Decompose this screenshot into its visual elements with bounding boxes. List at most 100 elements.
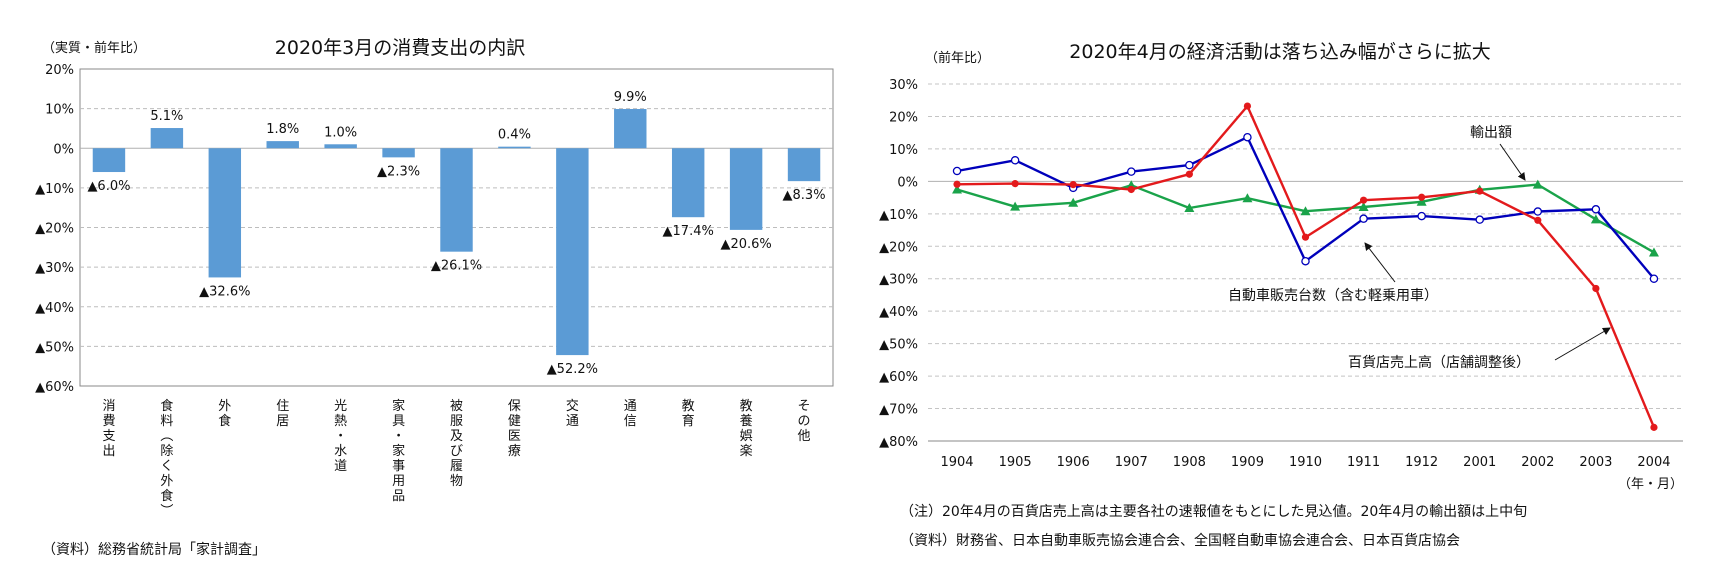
right-series-marker	[1475, 215, 1484, 224]
right-series-marker	[1127, 185, 1135, 194]
right-x-tick-label: 2003	[1579, 455, 1612, 470]
left-x-category-label: 光熱・水道	[334, 399, 347, 474]
left-bar	[382, 148, 415, 158]
right-y-tick-label: ▲40%	[879, 305, 918, 320]
left-bar	[556, 148, 589, 356]
right-y-tick-label: 0%	[897, 175, 918, 190]
left-x-category-label: 住居	[276, 399, 289, 429]
left-source-note: （資料）総務省統計局「家計調査」	[42, 541, 266, 558]
right-y-tick-label: 10%	[889, 143, 918, 158]
right-x-tick-label: 1907	[1115, 455, 1148, 470]
right-series-marker	[1359, 214, 1368, 223]
left-x-category-label: 外食	[218, 399, 231, 429]
right-series-marker	[1534, 216, 1542, 224]
right-series-marker	[1416, 196, 1427, 206]
left-y-tick-label: 10%	[45, 103, 74, 118]
right-x-tick-label: 1905	[999, 455, 1032, 470]
right-y-tick-label: ▲10%	[879, 208, 918, 223]
right-x-unit-label: （年・月）	[1618, 477, 1683, 492]
left-bar	[150, 128, 184, 149]
consumption-bar-chart: （実質・前年比） 2020年3月の消費支出の内訳 20% 10% 0% ▲10% ▲20…	[35, 37, 834, 558]
right-x-tick-label: 2004	[1637, 455, 1670, 470]
right-y-tick-label: ▲80%	[879, 435, 918, 450]
left-bar	[614, 109, 647, 149]
left-bar	[324, 144, 357, 149]
right-series-marker	[953, 180, 961, 188]
right-x-tick-label: 1904	[940, 455, 973, 470]
right-series-marker	[1650, 423, 1658, 431]
right-series-marker	[1417, 211, 1426, 221]
left-y-tick-label: ▲30%	[35, 261, 74, 276]
left-data-label: ▲8.3%	[783, 188, 826, 203]
left-y-tick-label: ▲60%	[35, 380, 74, 395]
left-y-axis: 20% 10% 0% ▲10% ▲20% ▲30% ▲40% ▲50% ▲60%	[35, 63, 74, 395]
left-bar	[671, 148, 705, 218]
right-series-marker	[952, 184, 963, 194]
left-x-category-label: 被服及び履物	[450, 399, 463, 489]
right-series-marker	[1300, 206, 1311, 216]
right-series-marker	[1185, 160, 1194, 170]
left-x-category-label: 食料︵除く外食︶	[160, 398, 173, 519]
right-series-marker	[1592, 284, 1600, 293]
left-data-label: ▲26.1%	[431, 259, 482, 274]
right-series-marker	[1010, 156, 1020, 165]
left-x-category-label: 保健医療	[508, 399, 521, 459]
right-y-tick-label: ▲50%	[879, 338, 918, 353]
left-data-label: 0.4%	[498, 128, 531, 143]
left-y-tick-label: ▲50%	[35, 340, 74, 355]
right-series-marker	[952, 166, 962, 176]
right-y-tick-label: ▲30%	[879, 273, 918, 288]
left-data-label: ▲2.3%	[377, 164, 420, 179]
right-series-marker	[1301, 233, 1310, 241]
right-x-tick-label: 1908	[1173, 455, 1206, 470]
left-unit-label: （実質・前年比）	[42, 40, 146, 56]
right-series-marker	[1301, 256, 1310, 266]
right-x-tick-label: 2001	[1463, 455, 1496, 470]
left-data-label: 1.0%	[324, 125, 357, 140]
left-x-category-label: 教育	[682, 398, 695, 429]
left-x-category-label: 交通	[566, 398, 579, 429]
right-series-marker	[1068, 197, 1079, 207]
right-series-marker	[1242, 193, 1253, 203]
left-bars	[92, 109, 821, 356]
right-y-tick-label: 20%	[889, 110, 918, 125]
right-x-tick-label: 1909	[1231, 455, 1264, 470]
right-y-tick-label: 30%	[889, 78, 918, 93]
right-x-tick-label: 1910	[1289, 455, 1322, 470]
right-x-tick-label: 1906	[1057, 455, 1090, 470]
right-x-axis: 1904 1905 1906 1907 1908 1909 1910 1911 1912 2001…	[940, 455, 1670, 470]
right-series-marker	[1243, 102, 1252, 110]
leader-line	[1364, 242, 1396, 283]
right-series-marker	[1591, 205, 1601, 214]
left-bar	[729, 148, 763, 230]
right-y-axis: 30% 20% 10% 0% ▲10% ▲20% ▲30% ▲40% ▲50% ▲60% ▲70% ▲…	[879, 78, 918, 450]
right-y-tick-label: ▲60%	[879, 370, 918, 385]
left-x-category-label: その他	[798, 399, 811, 444]
right-series-marker	[1476, 187, 1484, 195]
right-series-marker	[1649, 274, 1659, 283]
left-data-label: 5.1%	[150, 109, 183, 124]
left-bar	[440, 148, 473, 252]
right-series-marker	[1069, 181, 1077, 189]
right-y-tick-label: ▲70%	[879, 403, 918, 418]
right-series-marker	[1127, 167, 1136, 176]
right-series-marker	[1532, 179, 1543, 189]
left-y-tick-label: ▲20%	[35, 222, 74, 237]
economic-activity-line-chart: （前年比） 2020年4月の経済活動は落ち込み幅がさらに拡大 30% 20% 10%…	[879, 41, 1683, 549]
right-series-marker	[1359, 196, 1368, 204]
left-data-label: 9.9%	[614, 90, 647, 105]
left-data-label: ▲52.2%	[547, 362, 598, 377]
left-bar	[208, 148, 242, 278]
right-series-marker	[1648, 247, 1659, 257]
left-y-tick-label: 20%	[45, 63, 74, 78]
left-data-label: ▲17.4%	[663, 224, 714, 239]
right-series-marker	[1590, 214, 1601, 224]
right-series-marker	[1243, 132, 1252, 142]
right-note-2: （資料）財務省、日本自動車販売協会連合会、全国軽自動車協会連合会、日本百貨店協会	[900, 532, 1460, 549]
left-chart-title: 2020年3月の消費支出の内訳	[275, 37, 525, 59]
left-data-labels: ▲6.0% 5.1% ▲32.6% 1.8% 1.0% ▲2.3% ▲26.1% 0.4% ▲5…	[87, 90, 825, 377]
series-label-auto-sales: 自動車販売台数（含む軽乗用車）	[1228, 287, 1438, 304]
left-data-label: ▲6.0%	[87, 179, 130, 194]
